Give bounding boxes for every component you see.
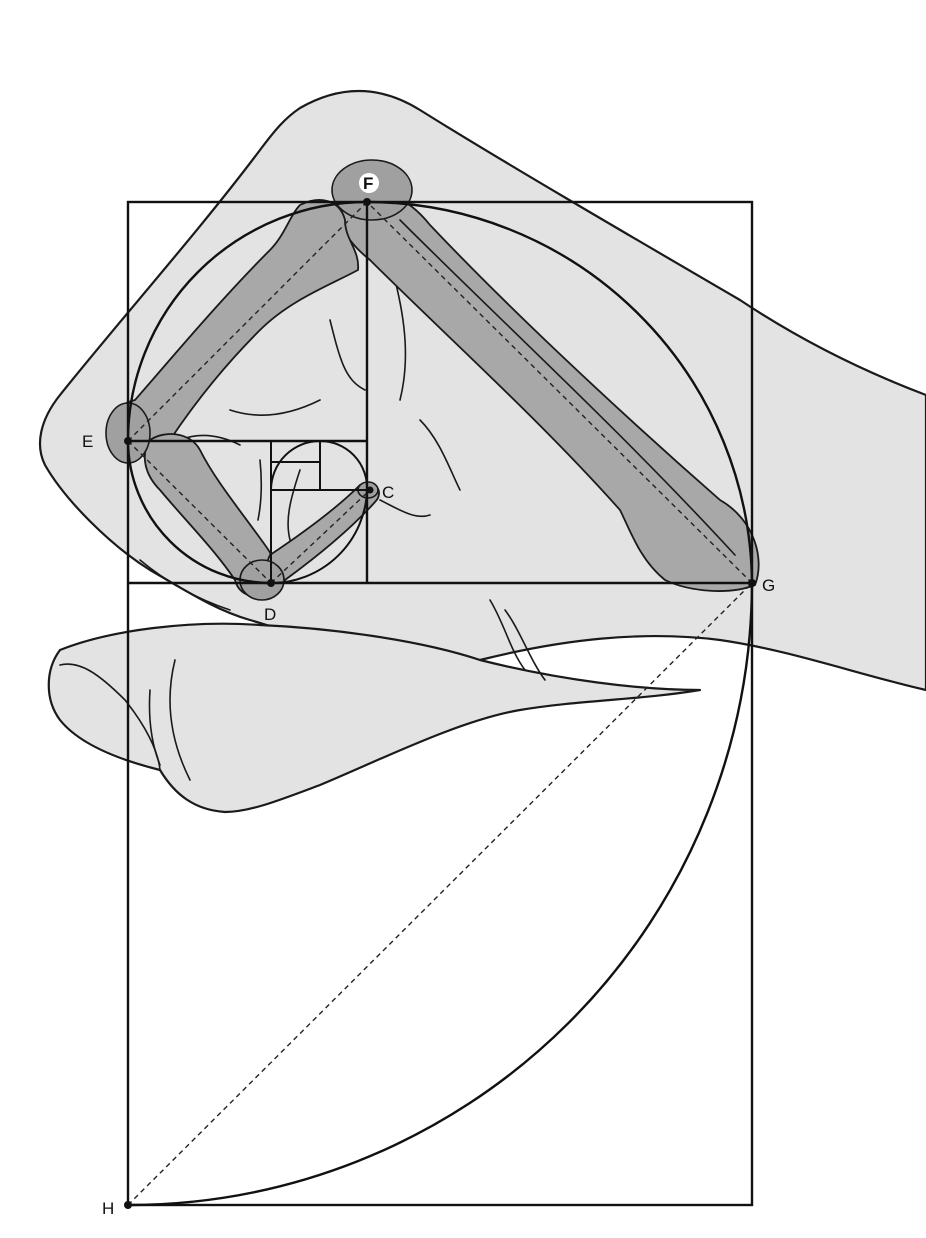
label-c: C: [382, 483, 394, 502]
finger-crease-5: [419, 419, 461, 491]
arc-ed: [126, 440, 272, 585]
point-c: [366, 486, 374, 494]
finger-crease-9: [139, 559, 231, 611]
arc-hg: [127, 582, 754, 1207]
finger-crease-2: [329, 319, 366, 391]
dash-hg: [127, 582, 753, 1206]
dash-fe: [127, 201, 368, 442]
arc-d-small: [270, 489, 368, 584]
point-g: [748, 579, 756, 587]
point-d: [267, 579, 275, 587]
thumb-crease: [169, 659, 191, 781]
palm-crease-2: [504, 609, 546, 681]
thumb-outline: [47, 622, 702, 814]
palm-crease-1: [489, 599, 526, 671]
point-labels: F E C D G H: [82, 173, 775, 1218]
thumb-crease-2: [148, 689, 161, 766]
dash-gf: [366, 201, 753, 584]
golden-geometry: [124, 198, 756, 1209]
dash-dc: [270, 489, 371, 584]
point-h: [124, 1201, 132, 1209]
arc-gf: [366, 200, 754, 584]
label-e: E: [82, 432, 93, 451]
finger-crease-1: [394, 279, 407, 401]
metacarpal-bone: [340, 192, 760, 592]
point-e: [124, 437, 132, 445]
arc-small-2: [270, 440, 321, 491]
outer-rectangle: [126, 200, 754, 1207]
metacarpal-inner-line: [399, 219, 736, 556]
label-f-background: [359, 173, 379, 193]
finger-crease-7: [257, 459, 263, 521]
label-d: D: [264, 605, 276, 624]
point-f: [363, 198, 371, 206]
label-f: F: [363, 174, 373, 193]
arc-fe: [126, 200, 368, 442]
finger-crease-8: [287, 469, 301, 541]
finger-crease-3: [229, 399, 321, 416]
label-h: H: [102, 1199, 114, 1218]
label-g: G: [762, 576, 775, 595]
finger-crease-6: [379, 499, 431, 518]
arc-small-1: [319, 439, 369, 491]
dash-ed: [127, 440, 272, 584]
